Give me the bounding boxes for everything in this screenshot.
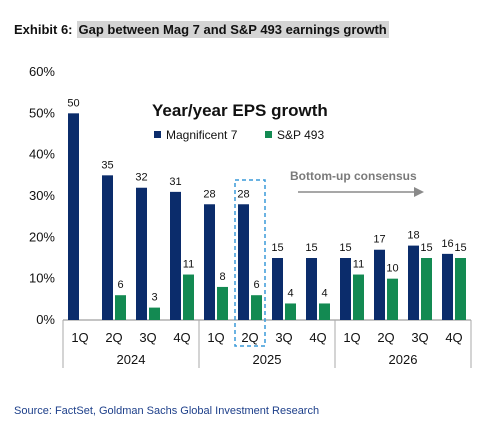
- x-tick-label: 4Q: [309, 330, 326, 345]
- bar-sp-493: [285, 303, 296, 320]
- bar-sp-493: [387, 278, 398, 320]
- x-tick-label: 1Q: [343, 330, 360, 345]
- data-label-magnificent-7: 15: [305, 242, 317, 254]
- bar-magnificent-7: [68, 113, 79, 320]
- y-tick-label: 50%: [29, 105, 55, 120]
- bar-sp-493: [251, 295, 262, 320]
- legend-swatch-sp-493: [265, 131, 272, 138]
- data-label-magnificent-7: 31: [169, 176, 181, 188]
- data-label-magnificent-7: 50: [67, 97, 79, 109]
- data-label-sp-493: 11: [353, 259, 364, 271]
- x-tick-label: 2Q: [241, 330, 258, 345]
- bar-magnificent-7: [136, 187, 147, 320]
- data-label-sp-493: 8: [219, 271, 225, 283]
- bar-sp-493: [421, 258, 432, 320]
- source-note: Source: FactSet, Goldman Sachs Global In…: [14, 405, 320, 417]
- exhibit-label: Exhibit 6:: [14, 22, 73, 37]
- bar-sp-493: [217, 286, 228, 320]
- y-tick-label: 30%: [29, 188, 55, 203]
- bar-magnificent-7: [204, 204, 215, 320]
- bar-sp-493: [149, 307, 160, 320]
- data-label-sp-493: 4: [287, 287, 293, 299]
- y-tick-label: 0%: [36, 312, 55, 327]
- exhibit-title: Gap between Mag 7 and S&P 493 earnings g…: [76, 21, 389, 38]
- x-tick-label: 4Q: [173, 330, 190, 345]
- x-tick-label: 3Q: [411, 330, 428, 345]
- bar-magnificent-7: [340, 258, 351, 320]
- x-tick-label: 1Q: [207, 330, 224, 345]
- y-tick-label: 40%: [29, 147, 55, 162]
- data-label-sp-493: 11: [183, 259, 194, 271]
- bar-sp-493: [115, 295, 126, 320]
- bar-magnificent-7: [102, 175, 113, 320]
- x-tick-label: 3Q: [139, 330, 156, 345]
- x-tick-label: 1Q: [71, 330, 88, 345]
- bar-sp-493: [183, 274, 194, 320]
- data-label-magnificent-7: 15: [271, 242, 283, 254]
- bar-magnificent-7: [306, 258, 317, 320]
- y-tick-label: 60%: [29, 64, 55, 79]
- x-tick-label: 3Q: [275, 330, 292, 345]
- bar-magnificent-7: [374, 249, 385, 320]
- consensus-arrow-head: [414, 187, 424, 197]
- year-label: 2026: [389, 352, 418, 367]
- x-tick-label: 2Q: [377, 330, 394, 345]
- legend-swatch-magnificent-7: [154, 131, 161, 138]
- data-label-magnificent-7: 28: [237, 188, 249, 200]
- chart-title: Year/year EPS growth: [152, 101, 328, 120]
- data-label-sp-493: 15: [454, 242, 466, 254]
- bar-magnificent-7: [442, 253, 453, 320]
- x-tick-label: 2Q: [105, 330, 122, 345]
- bar-magnificent-7: [408, 245, 419, 320]
- data-label-sp-493: 15: [420, 242, 432, 254]
- data-label-sp-493: 6: [117, 279, 123, 291]
- bar-magnificent-7: [238, 204, 249, 320]
- bar-sp-493: [353, 274, 364, 320]
- data-label-magnificent-7: 35: [101, 159, 113, 171]
- data-label-sp-493: 3: [151, 292, 157, 304]
- data-label-magnificent-7: 17: [373, 234, 385, 246]
- consensus-annotation: Bottom-up consensus: [290, 169, 417, 183]
- legend-label-sp-493: S&P 493: [277, 128, 324, 142]
- exhibit-heading: Exhibit 6: Gap between Mag 7 and S&P 493 …: [14, 21, 389, 38]
- legend-label-magnificent-7: Magnificent 7: [166, 128, 238, 142]
- year-label: 2024: [117, 352, 146, 367]
- data-label-magnificent-7: 32: [135, 172, 147, 184]
- data-label-sp-493: 4: [321, 287, 327, 299]
- highlight-box: [234, 179, 266, 347]
- bar-magnificent-7: [170, 191, 181, 320]
- data-label-sp-493: 6: [253, 279, 259, 291]
- y-tick-label: 10%: [29, 271, 55, 286]
- bar-sp-493: [319, 303, 330, 320]
- data-label-magnificent-7: 18: [407, 230, 419, 242]
- eps-growth-chart: 0% 10% 20% 30% 40% 50% 60% 50 1Q 35 6 2Q 32 3 3Q 31 11 4Q…: [29, 64, 472, 368]
- bar-magnificent-7: [272, 258, 283, 320]
- bar-sp-493: [455, 258, 466, 320]
- data-label-magnificent-7: 28: [203, 188, 215, 200]
- data-label-magnificent-7: 16: [441, 238, 453, 250]
- y-tick-label: 20%: [29, 229, 55, 244]
- data-label-sp-493: 10: [386, 263, 398, 275]
- data-label-magnificent-7: 15: [339, 242, 351, 254]
- x-tick-label: 4Q: [445, 330, 462, 345]
- year-label: 2025: [253, 352, 282, 367]
